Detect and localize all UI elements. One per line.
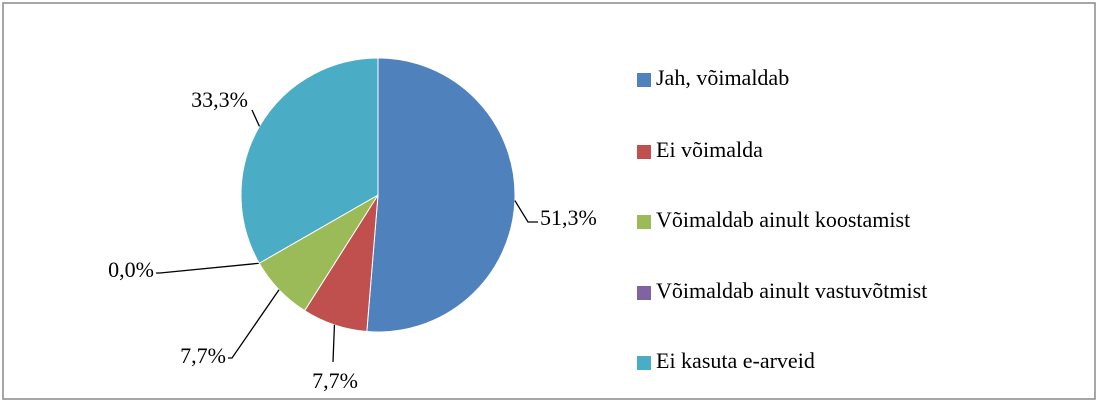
leader-line: [156, 262, 260, 274]
data-label: 7,7%: [312, 368, 358, 393]
legend-label: Ei võimalda: [656, 137, 763, 162]
leader-line: [332, 324, 336, 363]
legend-label: Ei kasuta e-arveid: [656, 348, 815, 373]
leader-line: [251, 109, 261, 127]
data-label: 33,3%: [191, 87, 248, 112]
legend-swatch: [637, 145, 651, 159]
data-label: 0,0%: [108, 257, 154, 282]
legend-label: Jah, võimaldab: [656, 65, 789, 90]
legend-label: Võimaldab ainult vastuvõtmist: [656, 278, 927, 303]
data-label: 51,3%: [540, 205, 597, 230]
legend-swatch: [637, 286, 651, 300]
legend-swatch: [637, 73, 651, 87]
legend-swatch: [637, 215, 651, 229]
legend-swatch: [637, 356, 651, 370]
leader-line: [514, 200, 538, 223]
leader-line: [228, 289, 280, 359]
data-label: 7,7%: [180, 343, 226, 368]
legend-label: Võimaldab ainult koostamist: [656, 207, 910, 232]
